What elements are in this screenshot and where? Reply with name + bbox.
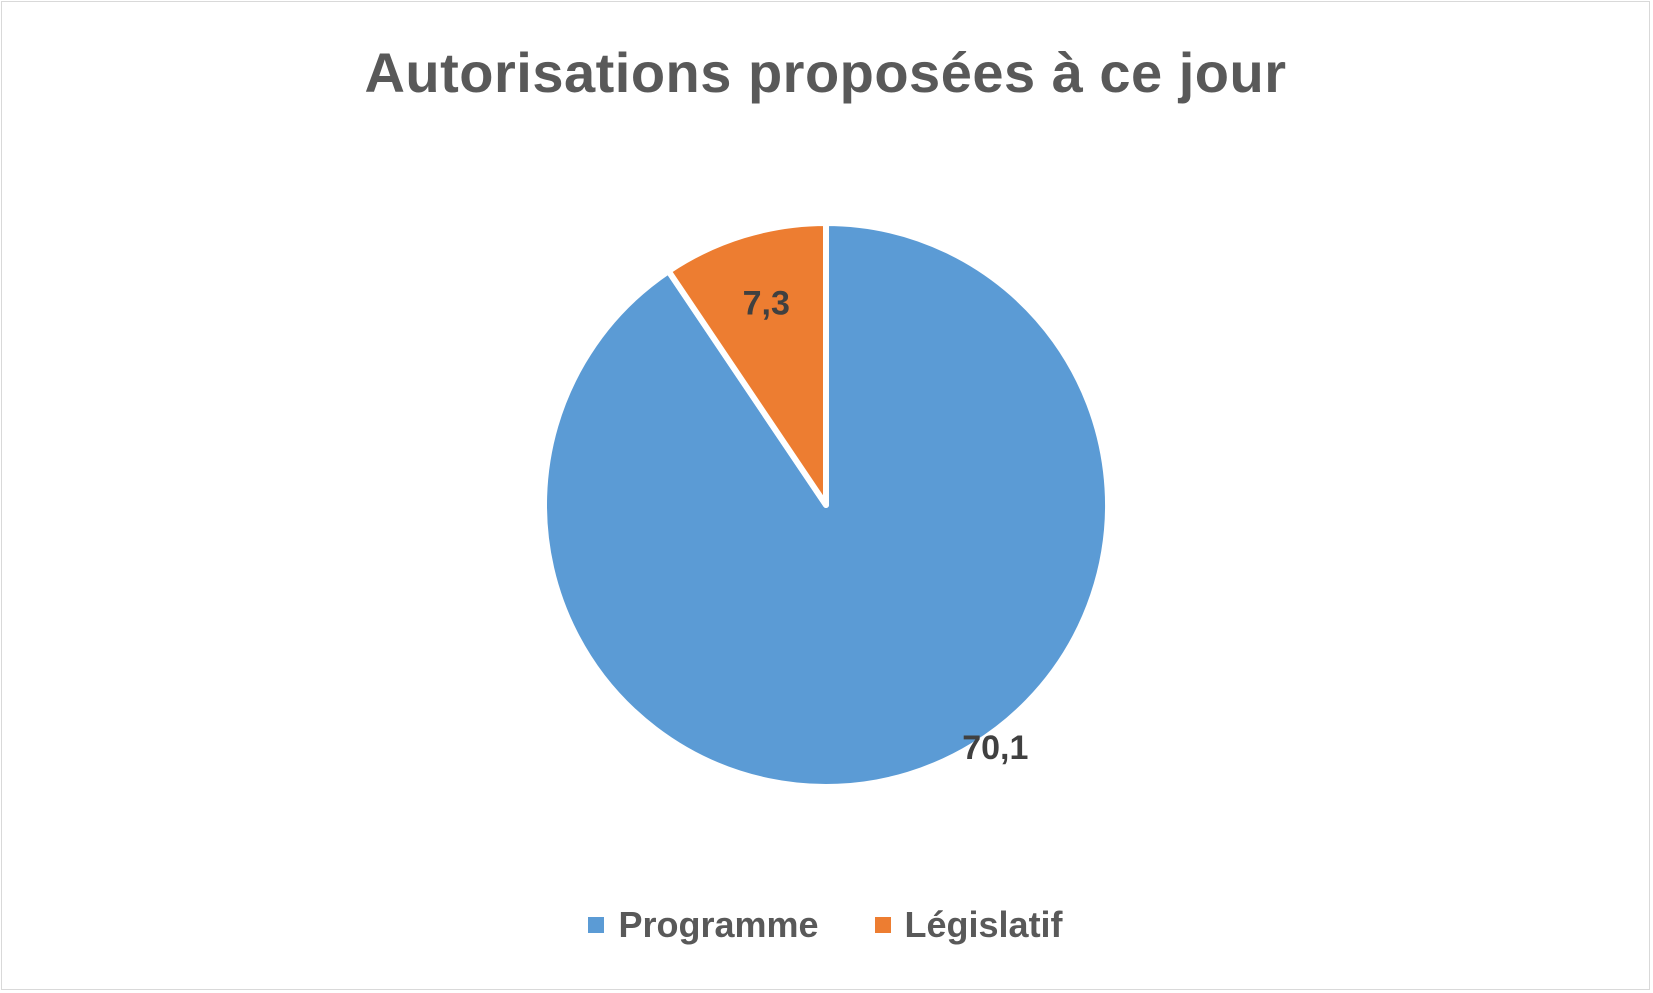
- chart-title: Autorisations proposées à ce jour: [364, 41, 1287, 104]
- data-label-programme: 70,1: [962, 729, 1028, 767]
- legend-item-programme: Programme: [588, 904, 819, 946]
- pie-slice-legislatif: [665, 220, 829, 508]
- legend-swatch-legislatif: [874, 917, 891, 933]
- legend-label-legislatif: Législatif: [904, 904, 1063, 945]
- legend-item-legislatif: Législatif: [874, 904, 1063, 946]
- legend-swatch-programme: [588, 917, 605, 933]
- data-label-legislatif: 7,3: [743, 285, 790, 323]
- pie-slice-programme: [541, 220, 1111, 790]
- legend: Programme Législatif: [2, 904, 1649, 946]
- legend-label-programme: Programme: [618, 904, 819, 945]
